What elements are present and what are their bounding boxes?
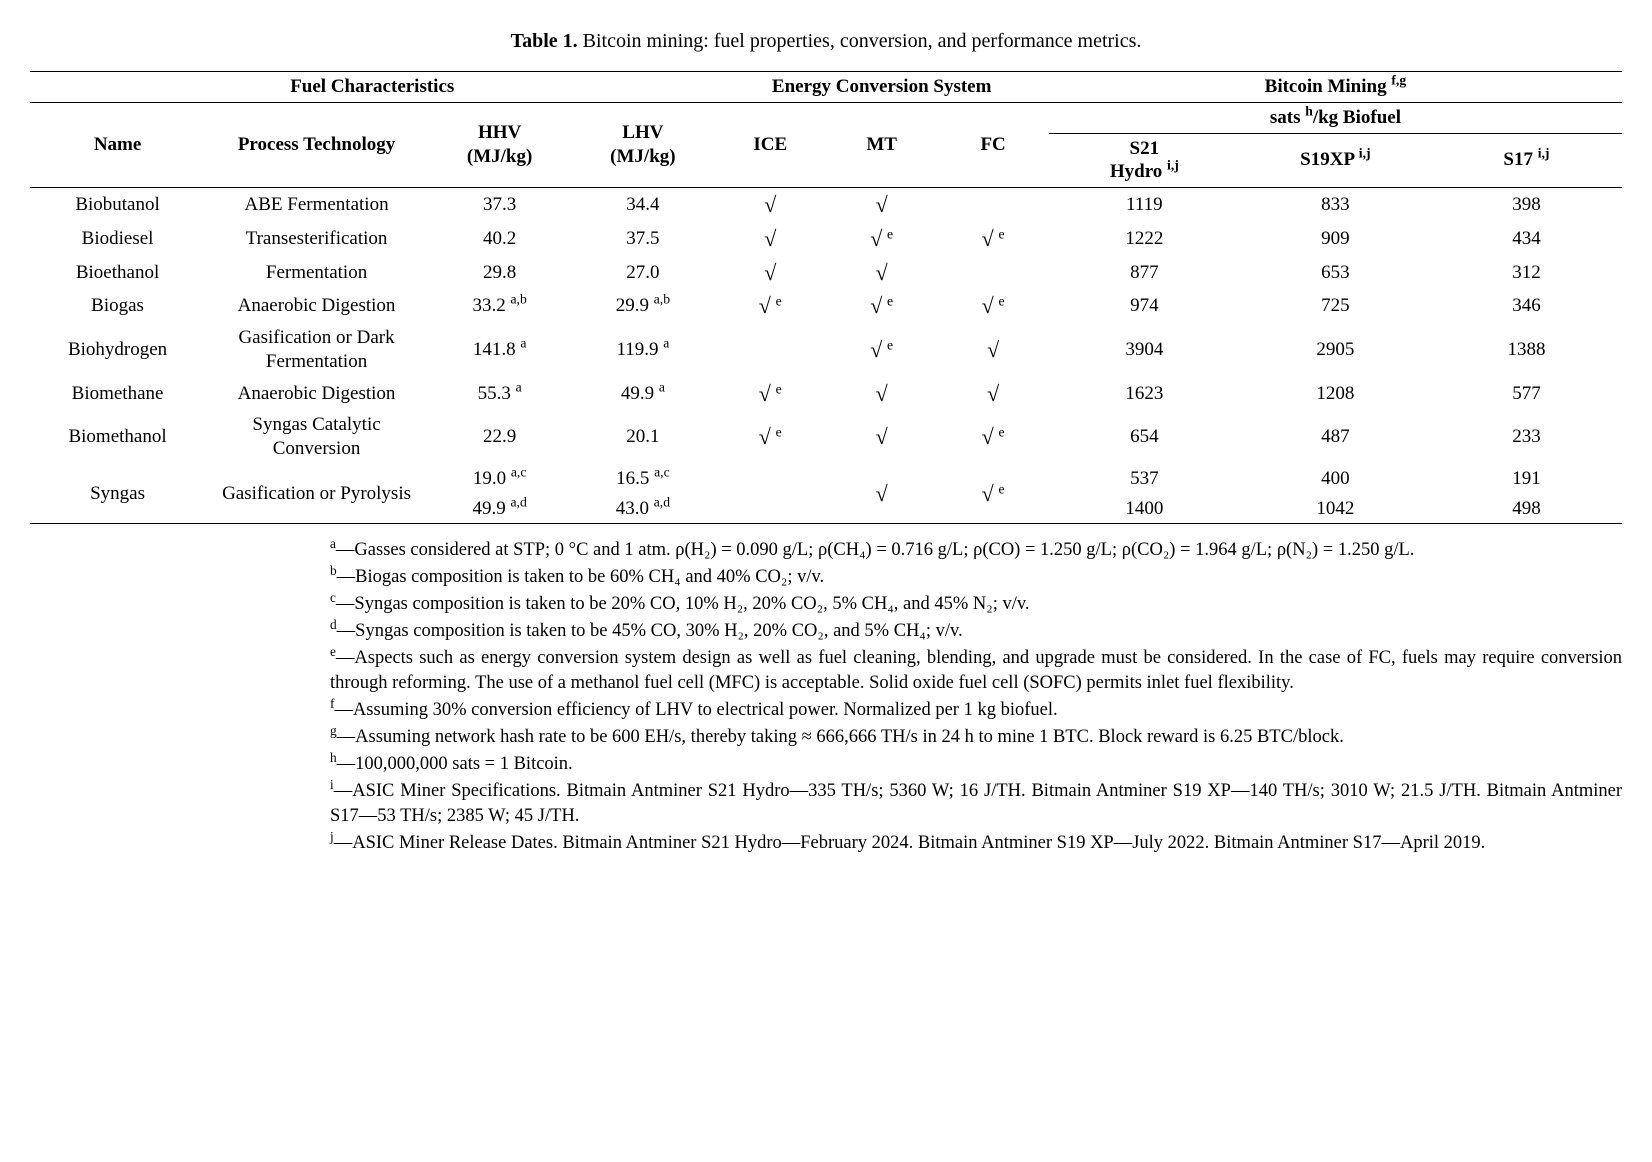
footnote-f: f—Assuming 30% conversion efficiency of …	[330, 698, 1622, 723]
col-ice: ICE	[715, 102, 826, 187]
footnote-b: b—Biogas composition is taken to be 60% …	[330, 565, 1622, 590]
col-hhv: HHV(MJ/kg)	[428, 102, 571, 187]
caption-label: Table 1.	[511, 30, 578, 52]
col-mt: MT	[826, 102, 937, 187]
footnote-e: e—Aspects such as energy conversion syst…	[330, 646, 1622, 696]
header-mining: Bitcoin Mining f,g	[1049, 72, 1622, 103]
footnote-a: a—Gasses considered at STP; 0 °C and 1 a…	[330, 538, 1622, 563]
table-row: SyngasGasification or Pyrolysis19.0 a,c1…	[30, 464, 1622, 494]
col-fc: FC	[937, 102, 1048, 187]
table-caption: Table 1. Bitcoin mining: fuel properties…	[30, 30, 1622, 53]
footnote-c: c—Syngas composition is taken to be 20% …	[330, 592, 1622, 617]
footnote-d: d—Syngas composition is taken to be 45% …	[330, 619, 1622, 644]
main-table: Fuel Characteristics Energy Conversion S…	[30, 71, 1622, 524]
col-s17: S17 i,j	[1431, 133, 1622, 188]
table-row: BiomethanolSyngas Catalytic Conversion22…	[30, 410, 1622, 464]
col-sats: sats h/kg Biofuel	[1049, 102, 1622, 133]
col-name: Name	[30, 102, 205, 187]
footnote-i: i—ASIC Miner Specifications. Bitmain Ant…	[330, 779, 1622, 829]
table-row: BiohydrogenGasification or Dark Fermenta…	[30, 323, 1622, 377]
table-row: BiobutanolABE Fermentation37.334.4√√1119…	[30, 188, 1622, 222]
col-process: Process Technology	[205, 102, 428, 187]
table-row: BioethanolFermentation29.827.0√√87765331…	[30, 256, 1622, 290]
table-row: BiodieselTransesterification40.237.5√√ e…	[30, 222, 1622, 256]
header-fuel: Fuel Characteristics	[30, 72, 715, 103]
col-s19: S19XP i,j	[1240, 133, 1431, 188]
header-energy: Energy Conversion System	[715, 72, 1049, 103]
footnotes: a—Gasses considered at STP; 0 °C and 1 a…	[330, 538, 1622, 856]
footnote-g: g—Assuming network hash rate to be 600 E…	[330, 725, 1622, 750]
caption-text: Bitcoin mining: fuel properties, convers…	[583, 30, 1142, 52]
footnote-j: j—ASIC Miner Release Dates. Bitmain Antm…	[330, 831, 1622, 856]
table-row: BiomethaneAnaerobic Digestion55.3 a49.9 …	[30, 377, 1622, 411]
col-lhv: LHV(MJ/kg)	[571, 102, 714, 187]
table-row: BiogasAnaerobic Digestion33.2 a,b29.9 a,…	[30, 289, 1622, 323]
col-s21: S21Hydro i,j	[1049, 133, 1240, 188]
footnote-h: h—100,000,000 sats = 1 Bitcoin.	[330, 752, 1622, 777]
